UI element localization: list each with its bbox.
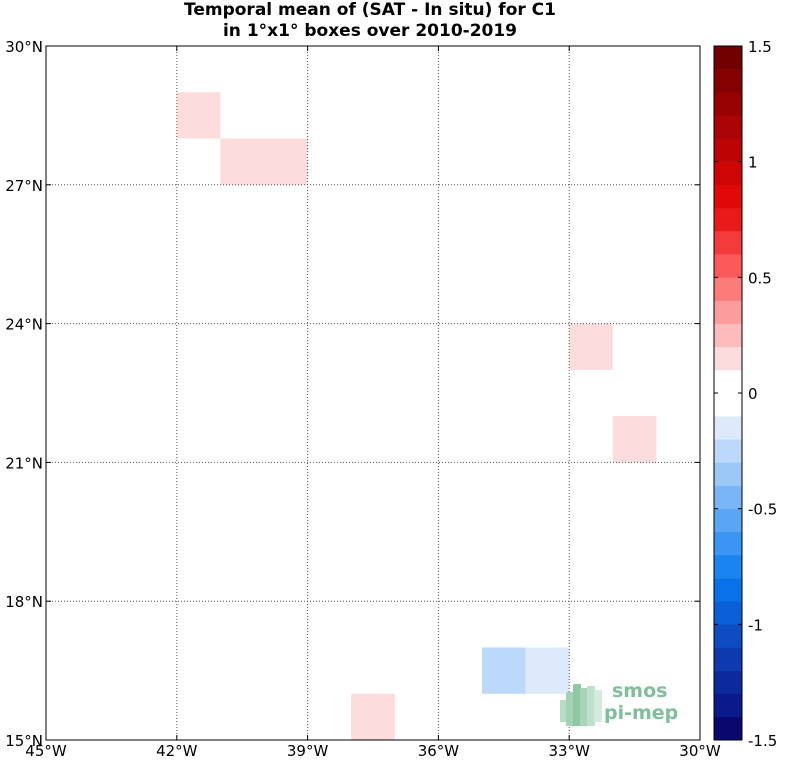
colorbar-segment (714, 115, 742, 139)
colorbar-segment (714, 508, 742, 533)
lat-tick-label: 24°N (5, 316, 43, 334)
colorbar-segment (714, 439, 742, 463)
axis-ticks: 45°W 42°W 39°W 36°W 33°W 30°W 15°N 18°N 21°N 24°N… (5, 38, 721, 760)
data-cell (351, 693, 395, 740)
colorbar-tick-label: 0.5 (748, 269, 772, 287)
logo-wave-shape (587, 686, 595, 726)
colorbar-tick-label: -1.5 (748, 732, 777, 750)
data-cell (482, 647, 526, 694)
colorbar-segment (714, 231, 742, 255)
title-line-2: in 1°x1° boxes over 2010-2019 (222, 21, 518, 41)
colorbar-segment (714, 624, 742, 648)
colorbar-segment (714, 716, 742, 741)
data-cell (569, 323, 613, 370)
logo-wave-shape (573, 684, 581, 726)
lat-tick-label: 27°N (5, 177, 43, 195)
logo-wave-shape (594, 690, 602, 722)
colorbar-segment (714, 601, 742, 625)
colorbar-segment (714, 369, 742, 394)
lon-tick-label: 39°W (287, 742, 329, 760)
colorbar-tick-label: 1 (748, 154, 758, 172)
logo-text-pi-mep: pi-mep (604, 702, 678, 724)
colorbar-segment (714, 647, 742, 671)
data-cell (220, 138, 264, 185)
colorbar-segment (714, 277, 742, 301)
lon-tick-label: 45°W (25, 742, 67, 760)
colorbar-segment (714, 69, 742, 93)
colorbar-segment (714, 254, 742, 278)
lat-tick-label: 21°N (5, 454, 43, 472)
lat-tick-label: 18°N (5, 593, 43, 611)
colorbar-tick-label: 1.5 (748, 38, 772, 56)
lon-tick-label: 42°W (156, 742, 198, 760)
colorbar-segment (714, 578, 742, 602)
lat-tick-label: 15°N (5, 732, 43, 750)
lon-tick-label: 33°W (548, 742, 590, 760)
colorbar-tick-label: 0 (748, 385, 758, 403)
colorbar-tick-label: -0.5 (748, 501, 777, 519)
colorbar-tick-label: -1 (748, 616, 763, 634)
colorbar-segment (714, 693, 742, 718)
map-title: Temporal mean of (SAT - In situ) for C1 … (0, 0, 740, 42)
grid-lines (46, 46, 700, 740)
data-cell (264, 138, 308, 185)
data-cell (612, 416, 657, 463)
colorbar-segment (714, 300, 742, 324)
colorbar-segment (714, 46, 742, 70)
colorbar-segment (714, 416, 742, 440)
colorbar-segment (714, 462, 742, 486)
colorbar-segment (714, 323, 742, 348)
colorbar-segment (714, 670, 742, 695)
logo-wave-shape (580, 688, 588, 726)
data-cell (176, 92, 221, 139)
colorbar-segment (714, 184, 742, 209)
colorbar-segment (714, 554, 742, 579)
logo-text-smos: smos (612, 680, 667, 702)
lat-tick-label: 30°N (5, 38, 43, 56)
colorbar-segment (714, 161, 742, 186)
colorbar-segment (714, 92, 742, 116)
data-cell (525, 647, 570, 694)
map-frame (45, 45, 701, 741)
colorbar-segment (714, 531, 742, 556)
colorbar-segment (714, 138, 742, 162)
colorbar-segment (714, 346, 742, 371)
colorbar-segment (714, 485, 742, 509)
colorbar-segment (714, 393, 742, 417)
lon-tick-label: 36°W (418, 742, 460, 760)
colorbar: 1.5 1 0.5 0 -0.5 -1 -1.5 (713, 38, 777, 750)
data-cells (176, 92, 657, 740)
logo-wave-shape (566, 692, 574, 726)
title-line-1: Temporal mean of (SAT - In situ) for C1 (184, 0, 556, 20)
lon-tick-label: 30°W (679, 742, 721, 760)
colorbar-segment (714, 207, 742, 232)
